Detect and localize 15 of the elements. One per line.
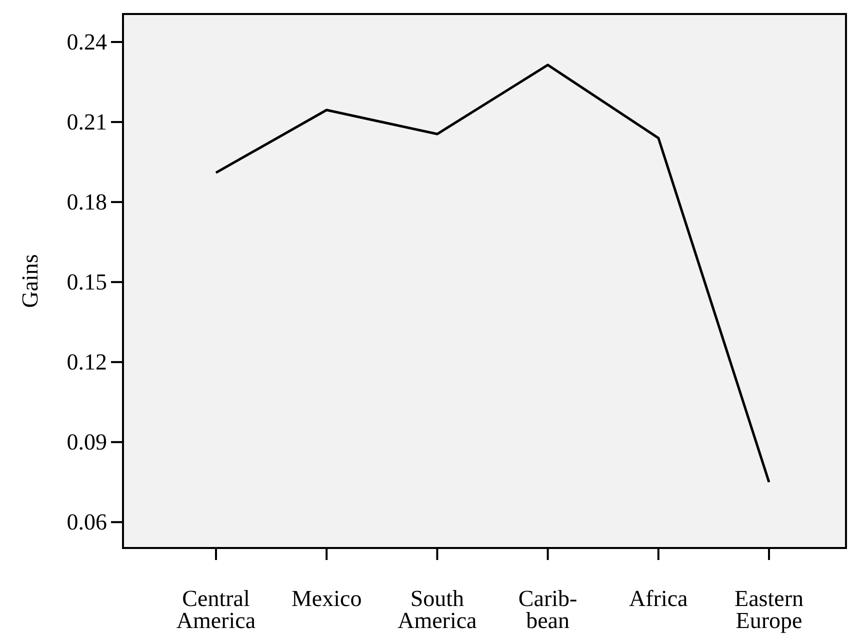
line-series	[214, 64, 770, 484]
x-tick-label: Eastern Europe	[734, 586, 804, 633]
x-tick-label: Africa	[629, 586, 688, 611]
x-tick-label: South America	[398, 586, 477, 633]
y-tick-label: 0.06	[66, 509, 107, 534]
x-tick-label: Central America	[176, 586, 256, 633]
y-axis-title: Gains	[17, 254, 42, 308]
x-tick-label: Carib- bean	[518, 586, 578, 633]
y-tick-label: 0.12	[66, 349, 107, 374]
y-tick-label: 0.21	[66, 109, 107, 134]
x-tick-label: Mexico	[291, 586, 362, 611]
y-tick-label: 0.18	[66, 189, 107, 214]
y-tick-label: 0.09	[66, 429, 107, 454]
y-tick-label: 0.24	[66, 29, 108, 54]
y-tick-label: 0.15	[66, 269, 107, 294]
